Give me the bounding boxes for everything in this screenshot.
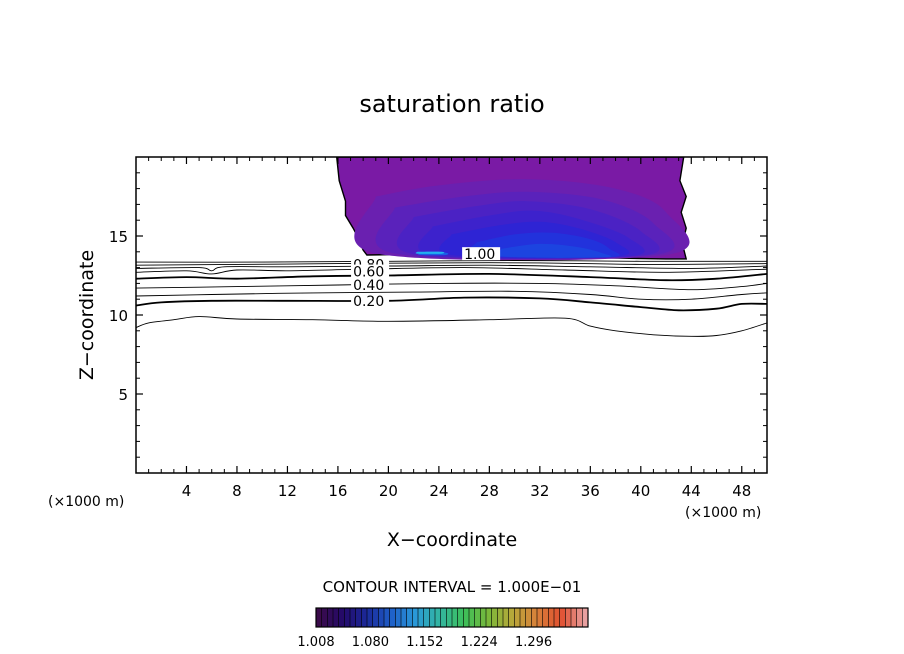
x-tick-label: 16 bbox=[328, 482, 347, 500]
colorbar-cell bbox=[525, 608, 532, 627]
filled-band-1.2 bbox=[415, 251, 445, 254]
colorbar-cell bbox=[372, 608, 379, 627]
colorbar-cell bbox=[469, 608, 476, 627]
colorbar-cell bbox=[412, 608, 419, 627]
x-tick-label: 48 bbox=[732, 482, 751, 500]
colorbar-cell bbox=[554, 608, 561, 627]
y-tick-label: 5 bbox=[118, 386, 128, 404]
x-tick-label: 20 bbox=[379, 482, 398, 500]
colorbar-cell bbox=[406, 608, 413, 627]
contour-label-bg bbox=[351, 277, 390, 291]
colorbar-cell bbox=[333, 608, 340, 627]
colorbar-cell bbox=[378, 608, 385, 627]
contour-line-0.1 bbox=[136, 316, 767, 337]
x-tick-label: 24 bbox=[429, 482, 448, 500]
y-tick-label: 10 bbox=[109, 307, 128, 325]
colorbar-tick-labels: 1.008 1.080 1.152 1.224 1.296 bbox=[297, 635, 552, 650]
colorbar-cell bbox=[548, 608, 555, 627]
contour-line-0.8 bbox=[136, 262, 767, 266]
filled-band-1.14 bbox=[494, 243, 612, 258]
x-axis-label: X−coordinate bbox=[387, 529, 517, 551]
x-tick-label: 32 bbox=[530, 482, 549, 500]
contour-line-0.2 bbox=[136, 296, 767, 312]
colorbar-cell bbox=[395, 608, 402, 627]
colorbar-cell bbox=[418, 608, 425, 627]
colorbar-cell bbox=[435, 608, 442, 627]
colorbar-cell bbox=[457, 608, 464, 627]
contour-label-bg bbox=[462, 247, 501, 261]
y-axis-label: Z−coordinate bbox=[76, 250, 98, 380]
colorbar-cell bbox=[361, 608, 368, 627]
colorbar-cell bbox=[542, 608, 549, 627]
colorbar-cell bbox=[401, 608, 408, 627]
x-tick-label: 36 bbox=[581, 482, 600, 500]
colorbar-cell bbox=[355, 608, 362, 627]
colorbar-cell bbox=[531, 608, 538, 627]
colorbar-tick-label: 1.152 bbox=[406, 635, 443, 650]
colorbar-cell bbox=[350, 608, 357, 627]
colorbar-cell bbox=[576, 608, 583, 627]
y-axis-unit: (×1000 m) bbox=[48, 494, 124, 510]
colorbar-cell bbox=[520, 608, 527, 627]
colorbar-cell bbox=[565, 608, 572, 627]
colorbar-cell bbox=[474, 608, 481, 627]
contour-line-0.5 bbox=[136, 272, 767, 282]
contour-label: 0.60 bbox=[353, 265, 384, 281]
colorbar bbox=[315, 607, 589, 628]
colorbar-tick-label: 1.224 bbox=[461, 635, 498, 650]
colorbar-cell bbox=[429, 608, 436, 627]
contour-line-0.9 bbox=[136, 260, 767, 263]
contour-label: 0.20 bbox=[353, 294, 384, 310]
x-tick-label: 4 bbox=[182, 482, 192, 500]
contour-lines bbox=[136, 260, 767, 337]
filled-contour-region bbox=[335, 157, 690, 261]
colorbar-cell bbox=[582, 608, 589, 627]
colorbar-cell bbox=[480, 608, 487, 627]
colorbar-cell bbox=[503, 608, 510, 627]
x-tick-label: 12 bbox=[278, 482, 297, 500]
contour-labels: 0.800.600.400.201.00 bbox=[351, 247, 501, 310]
x-axis-unit: (×1000 m) bbox=[685, 505, 761, 521]
colorbar-cell bbox=[463, 608, 470, 627]
colorbar-cell bbox=[537, 608, 544, 627]
colorbar-cell bbox=[486, 608, 493, 627]
colorbar-cell bbox=[508, 608, 515, 627]
colorbar-cell bbox=[497, 608, 504, 627]
colorbar-cell bbox=[389, 608, 396, 627]
colorbar-cell bbox=[491, 608, 498, 627]
x-tick-label: 8 bbox=[232, 482, 242, 500]
x-tick-label: 40 bbox=[631, 482, 650, 500]
colorbar-cell bbox=[338, 608, 345, 627]
chart-title: saturation ratio bbox=[359, 90, 544, 118]
contour-line-0.4 bbox=[136, 282, 767, 291]
contour-label: 0.40 bbox=[353, 278, 384, 294]
colorbar-cell bbox=[571, 608, 578, 627]
colorbar-cell bbox=[514, 608, 521, 627]
colorbar-tick-label: 1.008 bbox=[297, 635, 334, 650]
colorbar-cell bbox=[384, 608, 391, 627]
y-tick-label: 15 bbox=[109, 228, 128, 246]
colorbar-tick-label: 1.296 bbox=[515, 635, 552, 650]
colorbar-frame bbox=[315, 607, 589, 628]
colorbar-cell bbox=[344, 608, 351, 627]
colorbar-cell bbox=[559, 608, 566, 627]
colorbar-cell bbox=[367, 608, 374, 627]
colorbar-cell bbox=[321, 608, 328, 627]
colorbar-cell bbox=[423, 608, 430, 627]
colorbar-cell bbox=[440, 608, 447, 627]
colorbar-cell bbox=[316, 608, 323, 627]
colorbar-cell bbox=[446, 608, 453, 627]
contour-line-0.3 bbox=[136, 290, 767, 301]
colorbar-cell bbox=[452, 608, 459, 627]
x-tick-label: 44 bbox=[682, 482, 701, 500]
contour-label: 1.00 bbox=[464, 247, 495, 263]
colorbar-cell bbox=[327, 608, 334, 627]
contour-interval-note: CONTOUR INTERVAL = 1.000E−01 bbox=[323, 578, 582, 596]
contour-label-bg bbox=[351, 264, 390, 278]
colorbar-tick-label: 1.080 bbox=[352, 635, 389, 650]
contour-label-bg bbox=[351, 293, 390, 307]
x-tick-label: 28 bbox=[480, 482, 499, 500]
